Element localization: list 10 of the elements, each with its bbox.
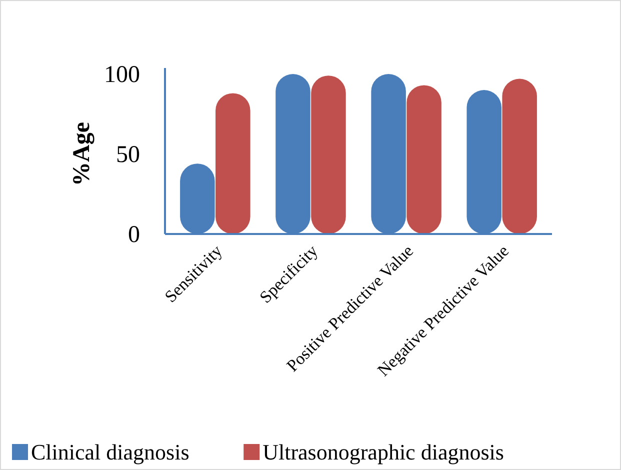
bar <box>502 78 537 234</box>
y-axis-title: %Age <box>69 122 95 186</box>
y-tick-label: 50 <box>116 142 140 168</box>
y-tick-label: 0 <box>128 222 140 248</box>
bar <box>406 85 442 234</box>
legend-label: Clinical diagnosis <box>31 440 190 464</box>
legend-label: Ultrasonographic diagnosis <box>262 440 504 464</box>
bar <box>311 76 346 234</box>
y-tick-label: 100 <box>104 62 140 88</box>
bar <box>216 93 250 234</box>
